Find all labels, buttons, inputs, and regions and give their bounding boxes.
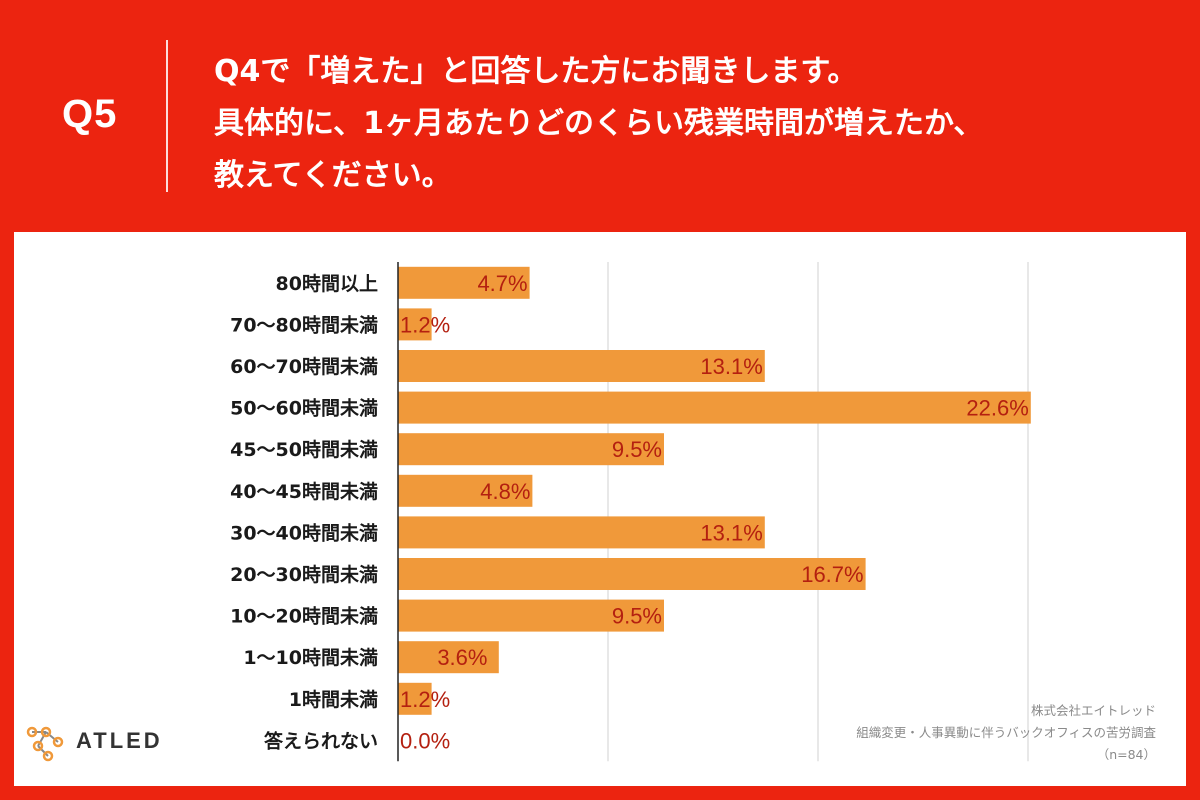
value-label: 13.1% — [700, 354, 762, 379]
value-label: 1.2% — [400, 687, 450, 712]
logo-text: ATLED — [76, 728, 163, 753]
question-line: 教えてください。 — [214, 158, 452, 193]
question-line: 具体的に、1ヶ月あたりどのくらい残業時間が増えたか、 — [214, 106, 984, 141]
chart-panel: 80時間以上 4.7% 70〜80時間未満 1.2% 60〜70時間未満 13.1% 50〜… — [14, 232, 1186, 786]
category-label: 1〜10時間未満 — [243, 646, 378, 669]
source-sample-size: （n=84） — [1096, 747, 1156, 762]
bar — [398, 391, 1031, 424]
bar — [398, 641, 499, 674]
category-label: 70〜80時間未満 — [230, 313, 378, 336]
value-label: 4.7% — [477, 271, 527, 296]
bar — [398, 308, 432, 341]
value-label: 16.7% — [801, 562, 863, 587]
atled-logo: ATLED — [24, 724, 174, 764]
bar-chart: 80時間以上 4.7% 70〜80時間未満 1.2% 60〜70時間未満 13.1% 50〜… — [230, 262, 1031, 762]
category-label: 10〜20時間未満 — [230, 605, 378, 628]
header-divider — [166, 40, 168, 192]
category-label: 60〜70時間未満 — [230, 355, 378, 378]
question-number: Q5 — [62, 92, 118, 136]
source-company: 株式会社エイトレッド — [1030, 703, 1156, 718]
category-label: 答えられない — [264, 729, 378, 752]
category-label: 20〜30時間未満 — [230, 563, 378, 586]
bar — [398, 558, 866, 590]
value-label: 22.6% — [966, 396, 1028, 421]
value-label: 4.8% — [480, 479, 530, 504]
category-label: 30〜40時間未満 — [230, 521, 378, 544]
value-label: 0.0% — [400, 728, 450, 753]
value-label: 1.2% — [400, 312, 450, 337]
question-header: Q5 Q4で「増えた」と回答した方にお聞きします。 具体的に、1ヶ月あたりどのく… — [0, 0, 1200, 232]
category-label: 80時間以上 — [276, 273, 378, 295]
category-label: 1時間未満 — [289, 688, 378, 711]
value-label: 9.5% — [612, 437, 662, 462]
bar — [398, 474, 533, 507]
value-label: 3.6% — [437, 645, 487, 670]
source-footer: 株式会社エイトレッド 組織変更・人事異動に伴うバックオフィスの苦労調査 （n=8… — [856, 700, 1156, 766]
bar — [398, 599, 664, 632]
source-survey: 組織変更・人事異動に伴うバックオフィスの苦労調査 — [856, 725, 1156, 740]
category-label: 40〜45時間未満 — [230, 480, 378, 503]
question-line: Q4で「増えた」と回答した方にお聞きします。 — [214, 54, 858, 89]
category-label: 45〜50時間未満 — [230, 438, 378, 461]
bar — [398, 433, 664, 466]
bar — [398, 516, 765, 549]
value-label: 13.1% — [700, 520, 762, 545]
question-text: Q4で「増えた」と回答した方にお聞きします。 具体的に、1ヶ月あたりどのくらい残… — [214, 46, 1174, 202]
bar — [398, 266, 530, 299]
atled-molecule-logo-icon — [26, 726, 64, 762]
category-label: 50〜60時間未満 — [230, 397, 378, 420]
value-label: 9.5% — [612, 604, 662, 629]
bar — [398, 682, 432, 715]
bar — [398, 350, 765, 382]
